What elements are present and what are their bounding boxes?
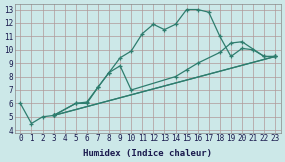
X-axis label: Humidex (Indice chaleur): Humidex (Indice chaleur)	[83, 149, 212, 158]
